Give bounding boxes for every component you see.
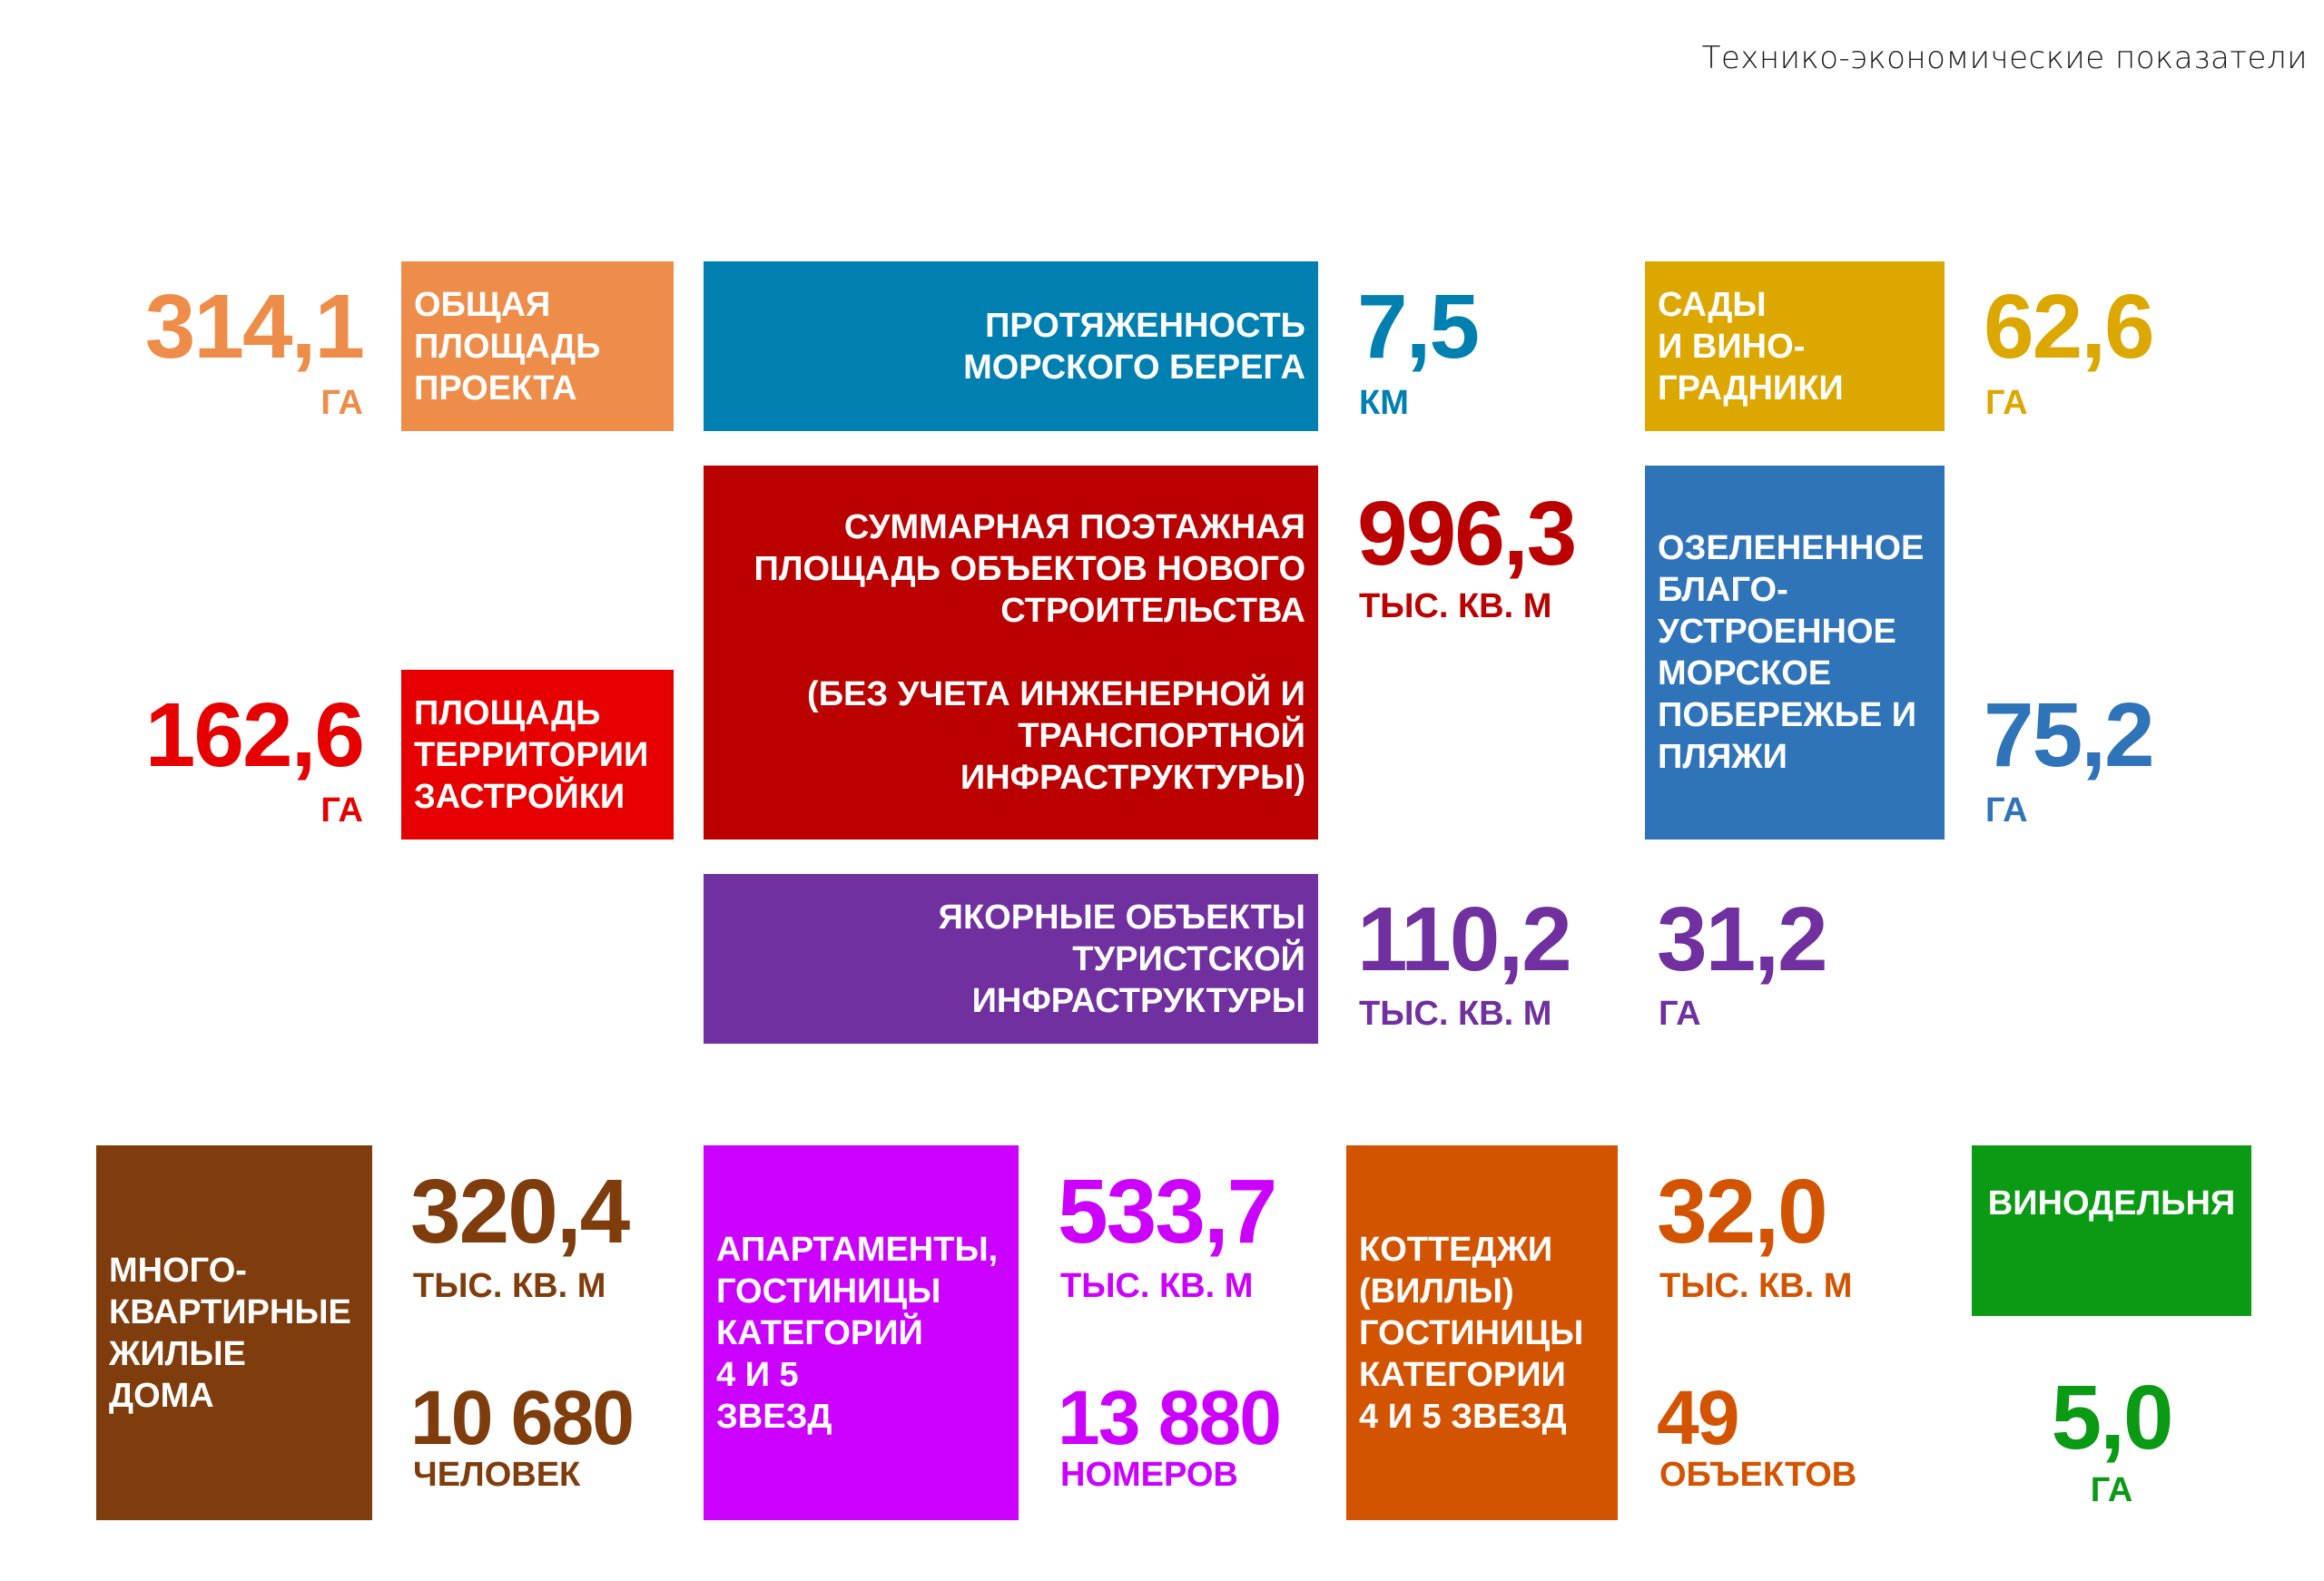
label-line: ОЗЕЛЕНЕННОЕ <box>1658 529 1925 567</box>
label-line: АПАРТАМЕНТЫ, <box>716 1230 999 1269</box>
coastline-box: ПРОТЯЖЕННОСТЬ МОРСКОГО БЕРЕГА <box>704 261 1318 431</box>
anchor-value: 110,2 <box>1357 889 1572 990</box>
rooms-unit: НОМЕРОВ <box>1060 1456 1238 1494</box>
label-line: КВАРТИРНЫЕ <box>109 1292 351 1331</box>
hotels-unit: ТЫС. КВ. М <box>1060 1267 1254 1305</box>
label-line: БЛАГО- <box>1658 571 1788 609</box>
label-line: ВИНОДЕЛЬНЯ <box>1987 1184 2236 1223</box>
label-line: КАТЕГОРИИ <box>1359 1355 1566 1394</box>
label-line: ПЛЯЖИ <box>1658 738 1787 776</box>
total-area-unit: ГА <box>320 384 363 422</box>
cottages-unit: ТЫС. КВ. М <box>1659 1267 1853 1305</box>
objects-unit: ОБЪЕКТОВ <box>1659 1456 1857 1494</box>
built-area-box: ПЛОЩАДЬ ТЕРРИТОРИИ ЗАСТРОЙКИ <box>401 670 674 840</box>
label-line: 4 И 5 ЗВЕЗД <box>1359 1397 1567 1436</box>
label-line: ДОМА <box>109 1376 214 1415</box>
floor-area-value: 996,3 <box>1357 483 1577 584</box>
total-area-box: ОБЩАЯ ПЛОЩАДЬ ПРОЕКТА <box>401 261 674 431</box>
floor-area-box: СУММАРНАЯ ПОЭТАЖНАЯ ПЛОЩАДЬ ОБЪЕКТОВ НОВ… <box>704 466 1318 840</box>
built-area-value: 162,6 <box>144 684 365 786</box>
anchor-unit: ТЫС. КВ. М <box>1359 995 1552 1033</box>
label-line: КОТТЕДЖИ <box>1359 1230 1553 1269</box>
note-line: ИНФРАСТРУКТУРЫ) <box>960 759 1305 797</box>
label-line: ЖИЛЫЕ <box>109 1334 246 1373</box>
built-area-unit: ГА <box>320 791 363 830</box>
label-line: И ВИНО- <box>1658 327 1806 366</box>
residents-value: 10 680 <box>410 1375 635 1460</box>
coastline-value: 7,5 <box>1357 276 1480 378</box>
label-line: ТУРИСТСКОЙ <box>1072 939 1305 978</box>
label-line: ГОСТИНИЦЫ <box>716 1272 941 1311</box>
label-line: ПЛОЩАДЬ <box>414 327 601 366</box>
rooms-value: 13 880 <box>1058 1375 1282 1460</box>
floor-area-unit: ТЫС. КВ. М <box>1359 587 1552 625</box>
gardens-value: 62,6 <box>1984 276 2155 378</box>
cottages-box: КОТТЕДЖИ (ВИЛЛЫ) ГОСТИНИЦЫ КАТЕГОРИИ 4 И… <box>1346 1145 1618 1520</box>
label-line: СТРОИТЕЛЬСТВА <box>1000 592 1305 630</box>
page-title: Технико-экономические показатели <box>1701 40 2308 76</box>
label-line: ЯКОРНЫЕ ОБЪЕКТЫ <box>938 898 1305 937</box>
greened-coast-box: ОЗЕЛЕНЕННОЕ БЛАГО- УСТРОЕННОЕ МОРСКОЕ ПО… <box>1645 466 1945 840</box>
label-line: 4 И 5 <box>716 1355 799 1394</box>
label-line: ОБЩАЯ <box>414 285 551 324</box>
label-line: СУММАРНАЯ ПОЭТАЖНАЯ <box>843 508 1305 546</box>
cottages-value: 32,0 <box>1657 1161 1828 1262</box>
winery-box: ВИНОДЕЛЬНЯ <box>1972 1145 2251 1316</box>
label-line: ПЛОЩАДЬ <box>414 693 601 732</box>
winery-unit: ГА <box>2090 1471 2133 1509</box>
greened-coast-value: 75,2 <box>1984 684 2155 786</box>
total-area-value: 314,1 <box>144 276 365 378</box>
label-line: (ВИЛЛЫ) <box>1359 1272 1514 1311</box>
label-line: ГРАДНИКИ <box>1658 368 1844 408</box>
hotels-value: 533,7 <box>1058 1161 1277 1262</box>
gardens-unit: ГА <box>1985 384 2028 422</box>
label-line: МОРСКОГО БЕРЕГА <box>963 348 1305 387</box>
residents-unit: ЧЕЛОВЕК <box>413 1456 581 1494</box>
label-line: МНОГО- <box>109 1251 247 1290</box>
label-line: УСТРОЕННОЕ <box>1658 613 1896 651</box>
label-line: КАТЕГОРИЙ <box>716 1313 923 1352</box>
greened-coast-unit: ГА <box>1985 791 2028 830</box>
label-line: ПОБЕРЕЖЬЕ И <box>1658 696 1917 734</box>
anchor-area-unit: ГА <box>1659 995 1701 1033</box>
label-line: ТЕРРИТОРИИ <box>414 735 649 774</box>
hotels-box: АПАРТАМЕНТЫ, ГОСТИНИЦЫ КАТЕГОРИЙ 4 И 5 З… <box>704 1145 1019 1520</box>
coastline-unit: КМ <box>1359 384 1409 422</box>
label-line: ЗАСТРОЙКИ <box>414 777 625 816</box>
objects-value: 49 <box>1657 1375 1739 1460</box>
note-line: (БЕЗ УЧЕТА ИНЖЕНЕРНОЙ И <box>807 675 1305 713</box>
note-line: ТРАНСПОРТНОЙ <box>1018 717 1305 755</box>
label-line: ПЛОЩАДЬ ОБЪЕКТОВ НОВОГО <box>753 550 1305 588</box>
label-line: САДЫ <box>1658 285 1767 324</box>
label-line: ГОСТИНИЦЫ <box>1359 1313 1584 1352</box>
label-line: МОРСКОЕ <box>1658 654 1832 692</box>
gardens-box: САДЫ И ВИНО- ГРАДНИКИ <box>1645 261 1945 431</box>
label-line: ПРОЕКТА <box>414 368 577 408</box>
label-line: ЗВЕЗД <box>716 1397 832 1436</box>
apartments-unit: ТЫС. КВ. М <box>413 1267 606 1305</box>
label-line: ИНФРАСТРУКТУРЫ <box>971 981 1305 1020</box>
apartments-value: 320,4 <box>410 1161 630 1262</box>
apartments-box: МНОГО- КВАРТИРНЫЕ ЖИЛЫЕ ДОМА <box>96 1145 372 1520</box>
label-line: ПРОТЯЖЕННОСТЬ <box>985 306 1305 345</box>
winery-value: 5,0 <box>2051 1367 2173 1468</box>
anchor-area-value: 31,2 <box>1657 889 1828 990</box>
anchor-box: ЯКОРНЫЕ ОБЪЕКТЫ ТУРИСТСКОЙ ИНФРАСТРУКТУР… <box>704 874 1318 1044</box>
